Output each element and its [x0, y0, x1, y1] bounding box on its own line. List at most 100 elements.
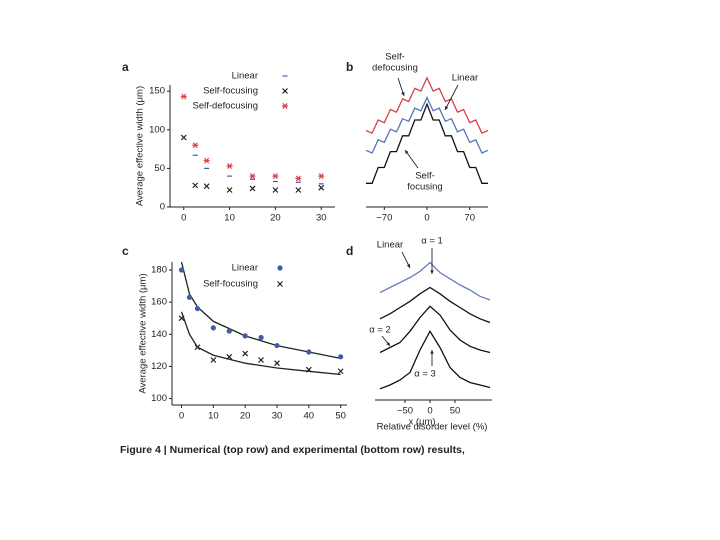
marker-stroke [282, 88, 288, 94]
y-tick-label: 160 [151, 297, 167, 308]
point [194, 305, 201, 312]
legend-label: Linear [232, 71, 258, 82]
point [258, 357, 265, 363]
profile-line [379, 329, 491, 390]
annotation-arrow [404, 149, 419, 169]
marker-stroke [226, 353, 233, 360]
panel-label: a [122, 60, 129, 74]
caption: Figure 4 | Numerical (top row) and exper… [120, 444, 465, 456]
y-tick-label: 100 [149, 124, 165, 135]
point [306, 349, 312, 355]
y-tick-label: 120 [151, 361, 167, 372]
point [274, 360, 280, 367]
marker-stroke [194, 344, 201, 351]
point [178, 267, 185, 273]
marker-stroke [277, 281, 283, 287]
arrow-head [430, 270, 434, 274]
point [203, 157, 210, 164]
marker-stroke [178, 315, 185, 322]
panel-label: b [346, 60, 353, 74]
marker-stroke [192, 182, 199, 189]
point [210, 357, 217, 363]
marker-dot [277, 265, 283, 271]
annotation: Self- [385, 52, 405, 63]
point [194, 344, 201, 351]
marker-stroke [203, 183, 210, 190]
point [226, 187, 233, 193]
point [192, 142, 199, 149]
x-tick-label: 30 [316, 213, 327, 224]
point [242, 350, 249, 357]
marker-dot [274, 342, 280, 349]
marker-stroke [258, 357, 265, 363]
y-tick-label: 0 [160, 202, 165, 213]
marker-stroke [318, 184, 325, 191]
point [192, 182, 199, 189]
point [178, 315, 185, 322]
legend-marker [277, 281, 283, 287]
marker-stroke [250, 173, 255, 180]
profile-line [379, 261, 491, 301]
x-tick-label: 20 [240, 411, 251, 422]
annotation: focusing [407, 182, 442, 193]
panel-label: d [346, 244, 353, 258]
arrow-head [445, 106, 449, 110]
marker-dot [186, 294, 193, 300]
marker-stroke [204, 157, 210, 164]
point [272, 173, 279, 180]
point [226, 328, 232, 334]
y-tick-label: 100 [151, 393, 167, 404]
x-tick-label: 40 [304, 411, 315, 422]
point [272, 187, 279, 193]
x-tick-label: 10 [224, 213, 235, 224]
legend-marker [282, 88, 288, 94]
x-tick-label: 30 [272, 411, 283, 422]
profile-line [379, 286, 491, 324]
legend-label: Self-defocusing [193, 101, 258, 112]
x-axis-label: x (μm) [408, 417, 435, 428]
marker-dot [258, 334, 264, 341]
point [186, 294, 193, 300]
point [242, 333, 248, 339]
x-tick-label: 0 [179, 411, 184, 422]
point [226, 353, 233, 360]
marker-dot [194, 305, 201, 312]
marker-stroke [242, 350, 249, 357]
marker-stroke [295, 175, 301, 182]
x-tick-label: 50 [450, 406, 461, 417]
annotation: Linear [377, 240, 403, 251]
y-axis-label: Average effective width (μm) [135, 86, 146, 206]
profile-line [365, 96, 489, 154]
marker-stroke [249, 185, 256, 192]
arrow-head [386, 342, 390, 346]
point [258, 334, 264, 341]
marker-stroke [181, 93, 187, 100]
annotation: α = 2 [369, 325, 391, 336]
x-tick-label: 20 [270, 213, 281, 224]
y-axis-label: Average effective width (μm) [138, 273, 149, 393]
arrow-head [405, 150, 409, 154]
annotation: Linear [452, 73, 478, 84]
point [318, 184, 325, 191]
fit-line [180, 261, 341, 360]
marker-stroke [282, 103, 288, 109]
point [180, 93, 187, 100]
point [338, 354, 344, 360]
marker-stroke [227, 163, 233, 170]
legend-label: Linear [232, 263, 258, 274]
point [180, 134, 187, 141]
point [274, 342, 280, 349]
arrow-head [401, 92, 405, 96]
marker-dot [226, 328, 232, 334]
marker-stroke [295, 187, 302, 193]
marker-dot [210, 325, 216, 331]
annotation-arrow [444, 84, 459, 111]
profile-line [366, 102, 488, 184]
marker-stroke [272, 187, 279, 193]
y-tick-label: 140 [151, 329, 167, 340]
marker-stroke [274, 360, 280, 367]
marker-stroke [180, 134, 187, 141]
arrow-head [406, 264, 410, 268]
y-tick-label: 180 [151, 265, 167, 276]
